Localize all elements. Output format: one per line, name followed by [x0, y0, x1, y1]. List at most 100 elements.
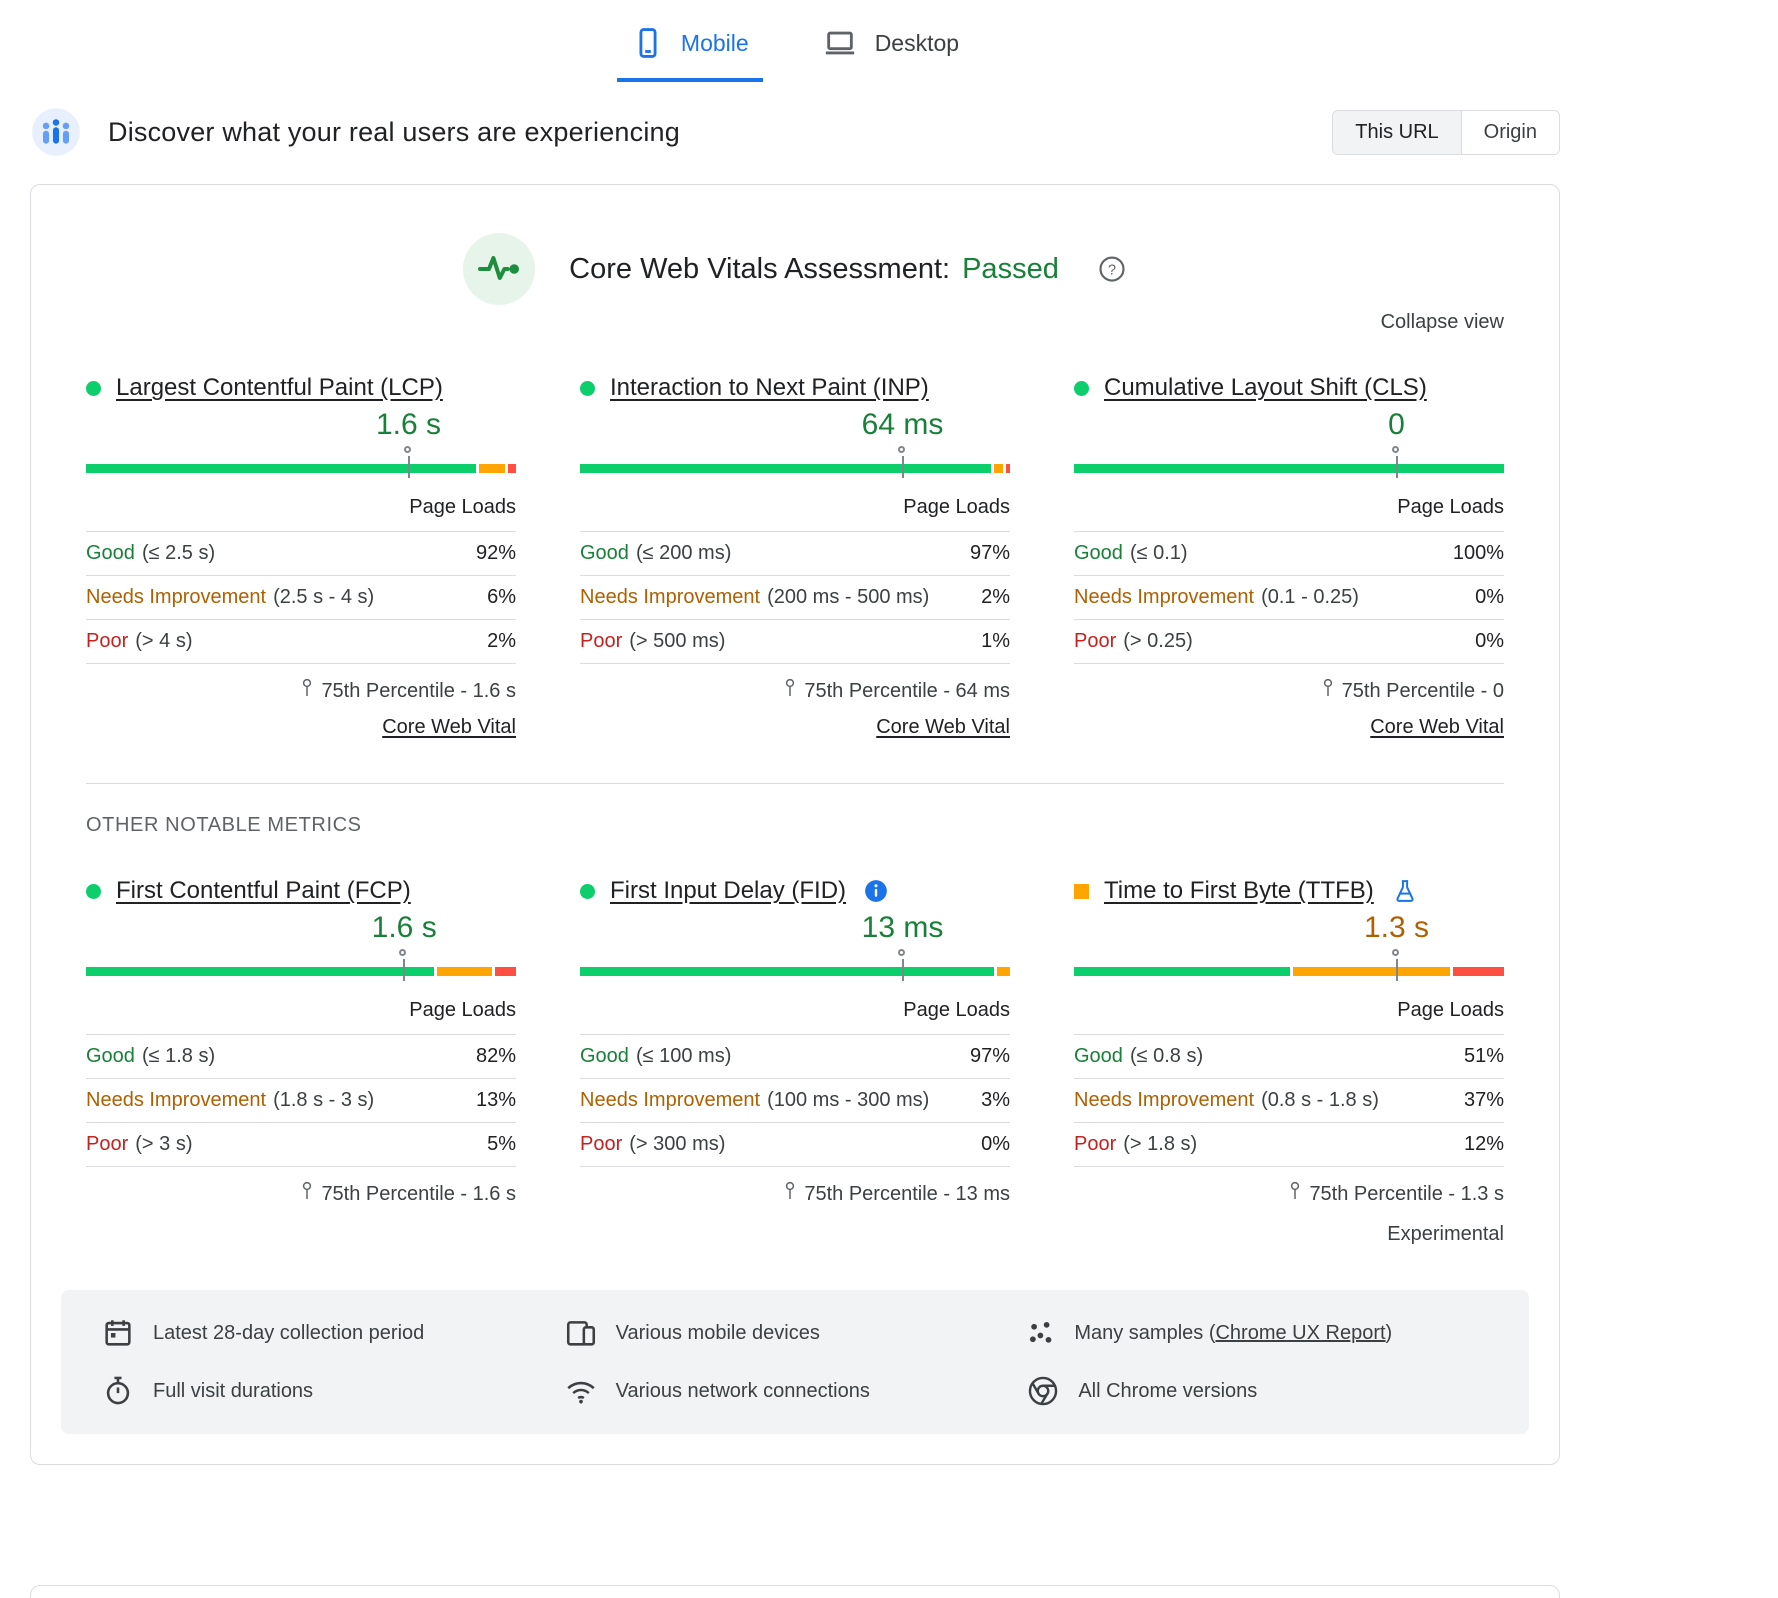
- poor-value: 12%: [1463, 1133, 1504, 1155]
- metric-name-link[interactable]: Cumulative Layout Shift (CLS): [1104, 374, 1427, 401]
- help-icon[interactable]: ?: [1097, 254, 1127, 284]
- metric-chart: 13 ms: [580, 909, 1010, 995]
- section-divider: [86, 783, 1504, 784]
- needs-improvement-range: (200 ms - 500 ms): [767, 586, 930, 608]
- core-web-vital-link[interactable]: Core Web Vital: [382, 716, 516, 738]
- bar-segment-ni: [436, 967, 492, 976]
- page-loads-label: Page Loads: [580, 492, 1010, 532]
- metric-chart: 64 ms: [580, 406, 1010, 492]
- percentile-row: 75th Percentile - 1.3 s: [1074, 1167, 1504, 1211]
- core-web-vital-link[interactable]: Core Web Vital: [1370, 716, 1504, 738]
- metric-name-link[interactable]: Interaction to Next Paint (INP): [610, 374, 929, 401]
- metric-card: Largest Contentful Paint (LCP) 1.6 s Pag…: [86, 374, 516, 739]
- bar-segment-good: [86, 464, 477, 473]
- marker-dot: [897, 949, 905, 956]
- poor-value: 0%: [981, 1133, 1010, 1155]
- good-label: Good: [580, 542, 629, 564]
- collapse-view-link[interactable]: Collapse view: [1380, 311, 1504, 333]
- needs-improvement-row: Needs Improvement (2.5 s - 4 s) 6%: [86, 576, 516, 620]
- network-icon: [564, 1374, 598, 1408]
- poor-range: (> 300 ms): [629, 1133, 726, 1155]
- mobile-phone-icon: [631, 26, 665, 60]
- percentile-pin-icon: [784, 678, 796, 704]
- pagespeed-field-section: Mobile Desktop Discover what your real u…: [30, 0, 1560, 1598]
- field-data-header: Discover what your real users are experi…: [30, 106, 1560, 158]
- scope-toggle: This URL Origin: [1332, 109, 1560, 155]
- tab-mobile[interactable]: Mobile: [616, 12, 763, 82]
- needs-improvement-label: Needs Improvement: [86, 1089, 267, 1111]
- bar-segment-poor: [507, 464, 516, 473]
- poor-row: Poor (> 4 s) 2%: [86, 620, 516, 664]
- distribution-bar: [580, 967, 1010, 976]
- good-label: Good: [86, 1045, 135, 1067]
- metric-status-indicator: [580, 883, 595, 899]
- metric-name-link[interactable]: First Input Delay (FID): [610, 877, 847, 904]
- marker-stem: [403, 959, 406, 981]
- good-value: 51%: [1463, 1045, 1504, 1067]
- percentile-pin-icon: [301, 1181, 313, 1207]
- tab-desktop-label: Desktop: [874, 29, 960, 56]
- good-label: Good: [86, 542, 135, 564]
- marker-stem: [901, 456, 904, 478]
- distribution-bar: [580, 464, 1010, 473]
- network-connections-text: Various network connections: [615, 1379, 870, 1402]
- metric-value: 1.6 s: [375, 408, 442, 441]
- samples-icon: [1026, 1318, 1056, 1348]
- bar-segment-poor: [1005, 464, 1010, 473]
- experiment-flask-icon[interactable]: [1391, 877, 1419, 905]
- bar-segment-good: [1074, 464, 1504, 473]
- collection-period-text: Latest 28-day collection period: [153, 1321, 425, 1344]
- origin-button[interactable]: Origin: [1460, 110, 1559, 154]
- good-row: Good (≤ 1.8 s) 82%: [86, 1035, 516, 1079]
- needs-improvement-label: Needs Improvement: [1074, 1089, 1255, 1111]
- metric-chart: 0: [1074, 406, 1504, 492]
- poor-row: Poor (> 300 ms) 0%: [580, 1123, 1010, 1167]
- other-metrics-grid: First Contentful Paint (FCP) 1.6 s Page …: [86, 877, 1504, 1246]
- good-row: Good (≤ 2.5 s) 92%: [86, 532, 516, 576]
- info-icon[interactable]: [863, 878, 889, 904]
- core-metrics-grid: Largest Contentful Paint (LCP) 1.6 s Pag…: [86, 374, 1504, 739]
- bar-segment-good: [1074, 967, 1291, 976]
- samples-item: Many samples (Chrome UX Report): [1026, 1318, 1489, 1348]
- metric-chart: 1.6 s: [86, 909, 516, 995]
- good-row: Good (≤ 0.1) 100%: [1074, 532, 1504, 576]
- tab-mobile-label: Mobile: [680, 29, 749, 56]
- page-loads-label: Page Loads: [86, 995, 516, 1035]
- needs-improvement-range: (0.8 s - 1.8 s): [1261, 1089, 1379, 1111]
- good-range: (≤ 0.1): [1129, 542, 1188, 564]
- timer-icon: [101, 1374, 135, 1408]
- metric-header: Time to First Byte (TTFB): [1074, 877, 1504, 905]
- metric-header: First Input Delay (FID): [580, 877, 1010, 905]
- metric-status-indicator: [86, 380, 101, 396]
- core-web-vital-link[interactable]: Core Web Vital: [876, 716, 1010, 738]
- bar-segment-poor: [494, 967, 516, 976]
- metric-status-indicator: [86, 883, 101, 899]
- this-url-button[interactable]: This URL: [1333, 110, 1461, 154]
- distribution-table: Good (≤ 2.5 s) 92% Needs Improvement (2.…: [86, 532, 516, 664]
- metric-value: 13 ms: [861, 911, 944, 944]
- bar-segment-ni: [1293, 967, 1451, 976]
- experimental-label: Experimental: [1387, 1223, 1504, 1245]
- poor-value: 0%: [1475, 630, 1504, 652]
- marker-dot: [1391, 949, 1399, 956]
- svg-text:?: ?: [1108, 262, 1116, 278]
- tab-desktop[interactable]: Desktop: [807, 12, 973, 82]
- needs-improvement-label: Needs Improvement: [580, 586, 761, 608]
- metric-name-link[interactable]: Largest Contentful Paint (LCP): [116, 374, 443, 401]
- percentile-pin-icon: [1322, 678, 1334, 704]
- poor-row: Poor (> 500 ms) 1%: [580, 620, 1010, 664]
- good-range: (≤ 2.5 s): [141, 542, 216, 564]
- metric-name-link[interactable]: Time to First Byte (TTFB): [1104, 877, 1374, 904]
- poor-row: Poor (> 0.25) 0%: [1074, 620, 1504, 664]
- metric-header: First Contentful Paint (FCP): [86, 877, 516, 905]
- poor-label: Poor: [580, 1133, 623, 1155]
- metric-header: Interaction to Next Paint (INP): [580, 374, 1010, 402]
- chrome-ux-report-link[interactable]: Chrome UX Report: [1215, 1321, 1386, 1344]
- metric-name-link[interactable]: First Contentful Paint (FCP): [116, 877, 411, 904]
- bar-segment-ni: [994, 464, 1003, 473]
- distribution-bar: [1074, 967, 1504, 976]
- collapse-row: Collapse view: [86, 311, 1504, 334]
- metric-card: Cumulative Layout Shift (CLS) 0 Page Loa…: [1074, 374, 1504, 739]
- needs-improvement-range: (0.1 - 0.25): [1261, 586, 1359, 608]
- bar-segment-ni: [997, 967, 1010, 976]
